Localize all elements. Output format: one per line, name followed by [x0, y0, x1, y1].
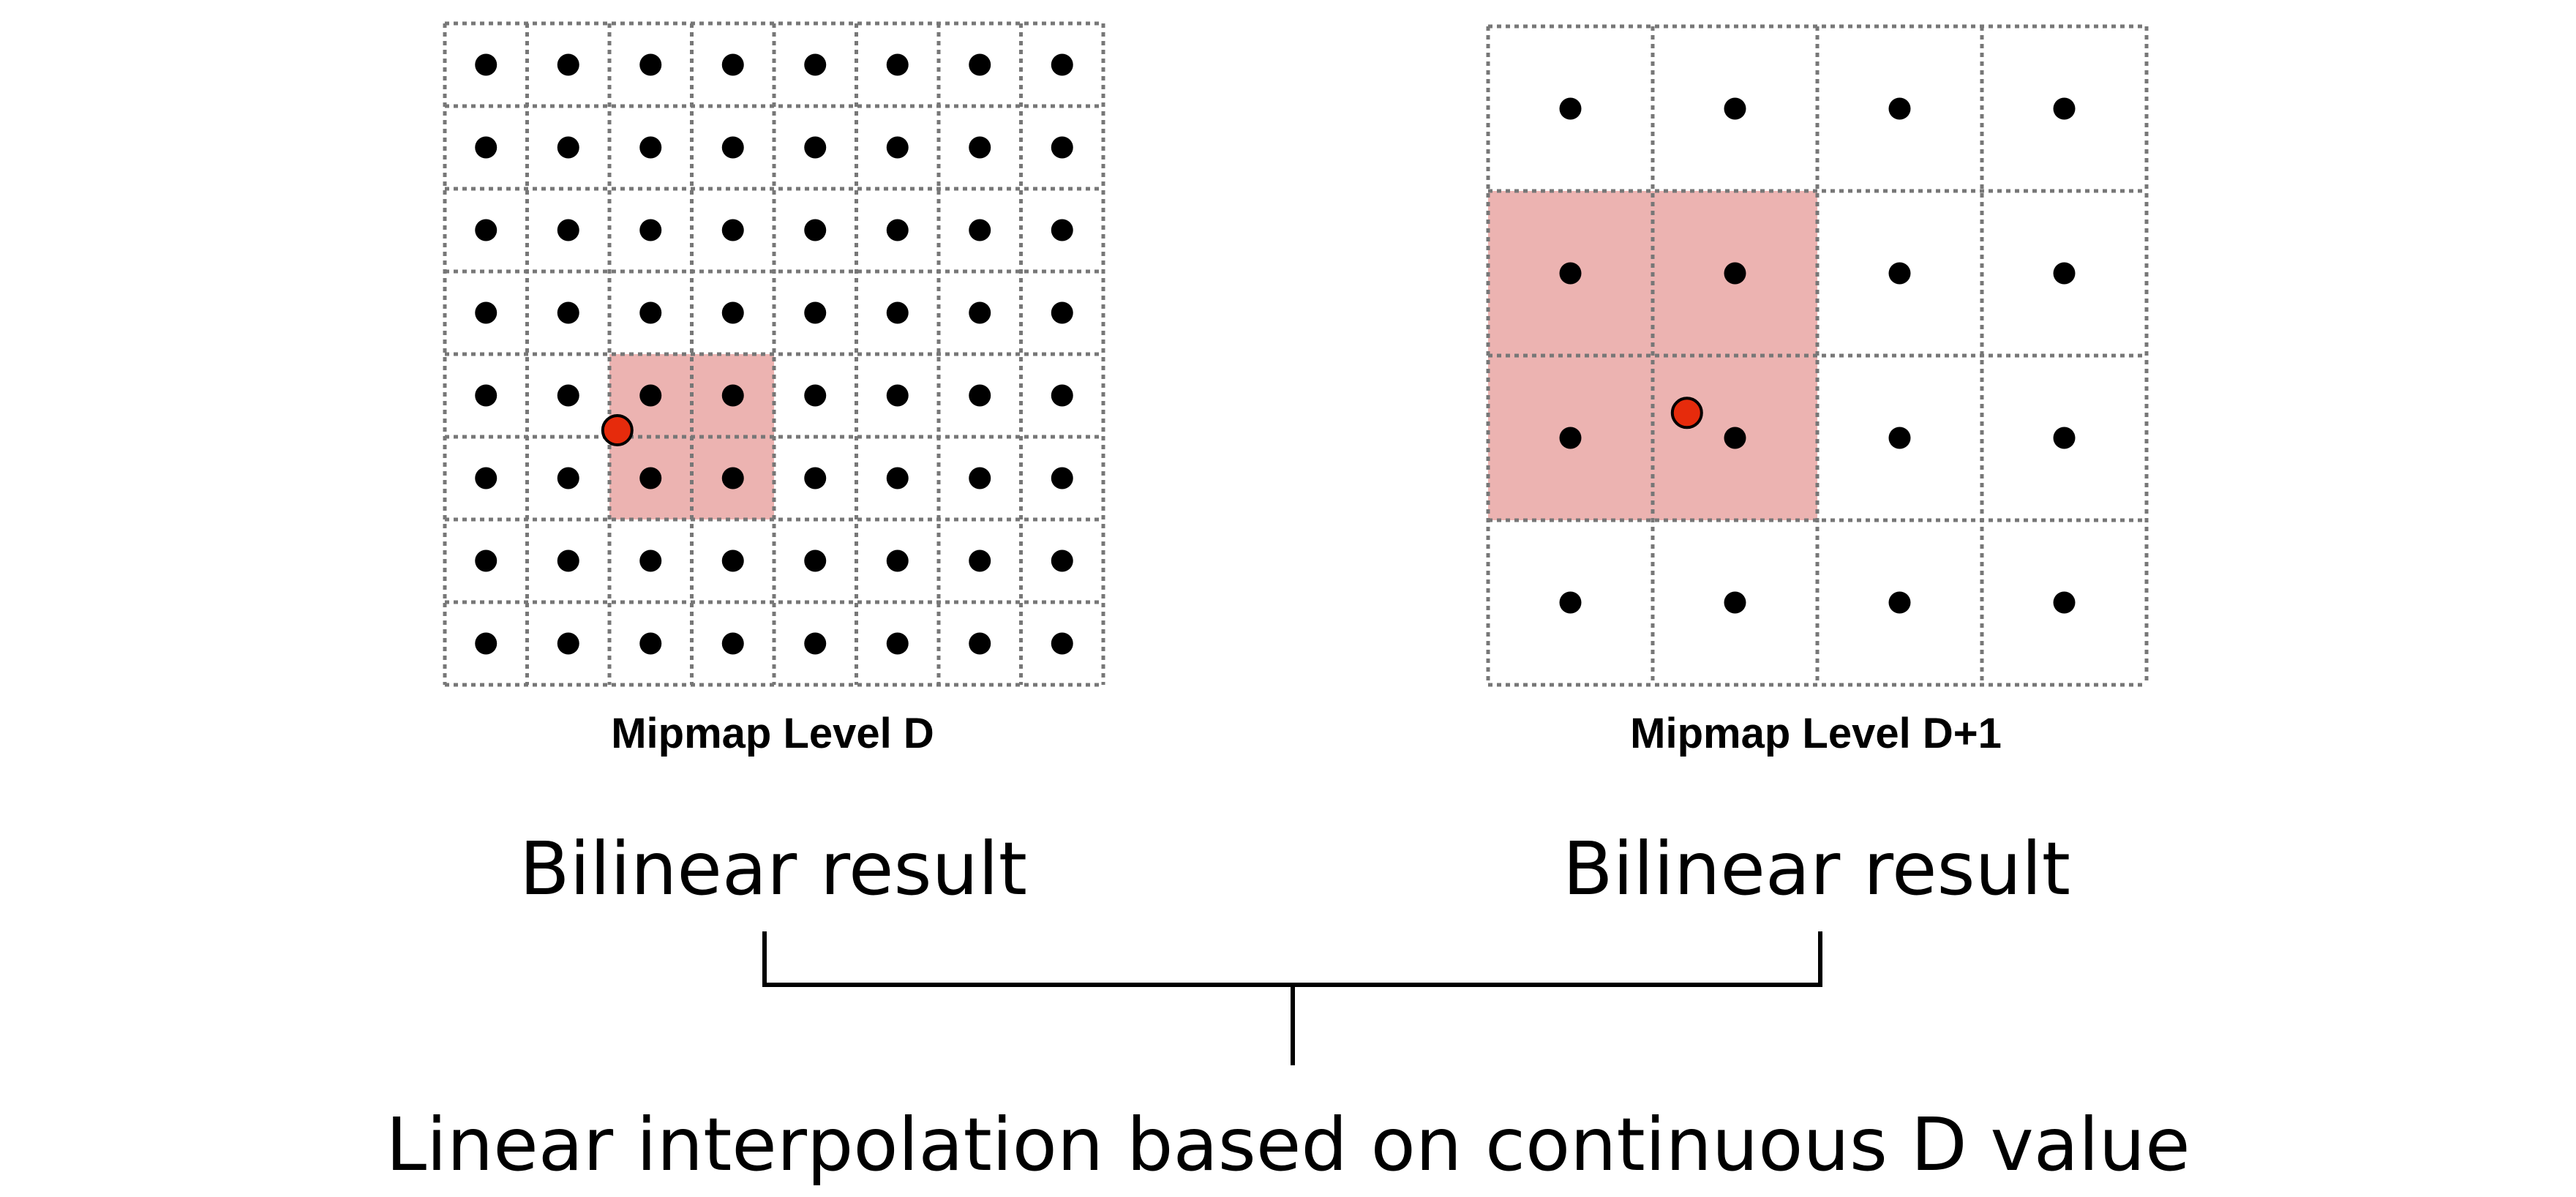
texel-center-dot [557, 549, 579, 572]
texel-center-dot [1888, 427, 1911, 449]
texel-center-dot [804, 467, 827, 489]
texel-center-dot [969, 632, 991, 655]
texel-center-dot [804, 219, 827, 241]
texel-center-dot [557, 632, 579, 655]
texel-center-dot [557, 219, 579, 241]
texel-center-dot [475, 136, 497, 159]
texel-center-dot [475, 384, 497, 407]
texel-center-dot [721, 219, 744, 241]
texel-center-dot [1559, 591, 1582, 614]
texel-center-dot [969, 136, 991, 159]
texel-center-dot [475, 632, 497, 655]
texel-center-dot [639, 467, 662, 489]
texel-center-dot [2053, 591, 2076, 614]
texel-center-dot [475, 53, 497, 76]
level-d1-caption: Mipmap Level D+1 [1630, 710, 2002, 757]
texel-center-dot [639, 632, 662, 655]
texel-center-dot [886, 467, 909, 489]
texel-center-dot [969, 301, 991, 324]
texel-center-dot [1051, 301, 1073, 324]
texel-center-dot [1051, 136, 1073, 159]
texel-center-dot [721, 136, 744, 159]
texel-center-dot [969, 384, 991, 407]
texel-center-dot [721, 467, 744, 489]
texel-center-dot [557, 467, 579, 489]
texel-center-dot [1888, 262, 1911, 285]
texel-center-dot [721, 301, 744, 324]
texel-center-dot [1559, 262, 1582, 285]
texel-center-dot [557, 384, 579, 407]
texel-center-dot [969, 467, 991, 489]
mipmap-level-d1-grid [1486, 24, 2149, 687]
texel-center-dot [639, 219, 662, 241]
texel-center-dot [1724, 591, 1746, 614]
texel-center-dot [639, 53, 662, 76]
texel-center-dot [969, 549, 991, 572]
sample-point [1670, 397, 1703, 429]
texel-center-dot [557, 53, 579, 76]
texel-center-dot [886, 136, 909, 159]
texel-center-dot [475, 549, 497, 572]
texel-center-dot [639, 549, 662, 572]
texel-center-dot [721, 549, 744, 572]
texel-center-dot [886, 632, 909, 655]
texel-center-dot [475, 467, 497, 489]
texel-center-dot [804, 53, 827, 76]
texel-center-dot [886, 219, 909, 241]
texel-center-dot [2053, 97, 2076, 120]
texel-center-dot [639, 136, 662, 159]
texel-center-dot [1888, 591, 1911, 614]
bilinear-result-right-label: Bilinear result [1563, 826, 2070, 912]
texel-center-dot [721, 53, 744, 76]
texel-center-dot [475, 301, 497, 324]
texel-center-dot [804, 136, 827, 159]
texel-center-dot [804, 301, 827, 324]
texel-center-dot [886, 53, 909, 76]
texel-center-dot [886, 301, 909, 324]
texel-center-dot [886, 549, 909, 572]
texel-center-dot [2053, 262, 2076, 285]
texel-center-dot [1051, 384, 1073, 407]
texel-center-dot [969, 53, 991, 76]
level-d-caption: Mipmap Level D [611, 710, 934, 757]
texel-center-dot [721, 384, 744, 407]
texel-center-dot [1559, 427, 1582, 449]
texel-center-dot [1724, 97, 1746, 120]
interpolation-bracket [762, 931, 1822, 1065]
texel-center-dot [639, 384, 662, 407]
texel-center-dot [475, 219, 497, 241]
texel-center-dot [1051, 219, 1073, 241]
texel-center-dot [1724, 262, 1746, 285]
texel-center-dot [2053, 427, 2076, 449]
texel-center-dot [969, 219, 991, 241]
bilinear-result-left-label: Bilinear result [519, 826, 1027, 912]
texel-center-dot [886, 384, 909, 407]
texel-center-dot [557, 136, 579, 159]
texel-center-dot [804, 384, 827, 407]
texel-center-dot [1051, 467, 1073, 489]
texel-center-dot [721, 632, 744, 655]
texel-center-dot [1051, 53, 1073, 76]
texel-center-dot [1051, 549, 1073, 572]
texel-center-dot [1888, 97, 1911, 120]
texel-center-dot [639, 301, 662, 324]
texel-center-dot [1559, 97, 1582, 120]
texel-center-dot [1051, 632, 1073, 655]
mipmap-level-d-grid [443, 21, 1105, 687]
sample-point [601, 413, 634, 446]
texel-center-dot [804, 549, 827, 572]
texel-center-dot [804, 632, 827, 655]
linear-interpolation-label: Linear interpolation based on continuous… [386, 1102, 2190, 1187]
texel-center-dot [1724, 427, 1746, 449]
texel-center-dot [557, 301, 579, 324]
